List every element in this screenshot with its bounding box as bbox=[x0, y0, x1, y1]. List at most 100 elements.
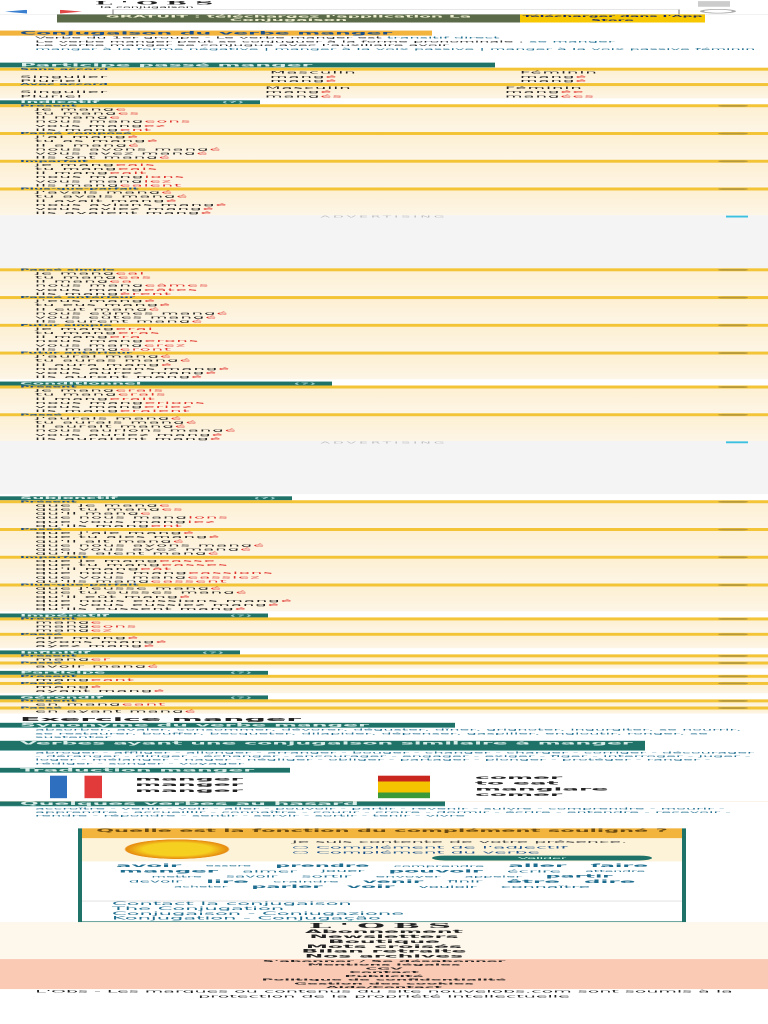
verb-link[interactable]: jouer bbox=[321, 869, 365, 873]
footer-link[interactable]: Newsletters bbox=[309, 934, 459, 940]
legal-link[interactable]: Gestion des cookies bbox=[294, 981, 474, 986]
verb-link[interactable]: aller bbox=[508, 863, 567, 869]
legal-link[interactable]: Contact bbox=[349, 970, 419, 974]
site-link[interactable]: Konjugation - Conjugação bbox=[112, 916, 381, 921]
verb-link[interactable]: vouloir bbox=[418, 885, 477, 889]
verb-link[interactable]: écrire bbox=[506, 869, 562, 874]
verb-link[interactable]: mettre bbox=[151, 874, 202, 879]
audio-icon[interactable] bbox=[718, 556, 748, 559]
audio-icon[interactable] bbox=[718, 104, 748, 107]
site-link[interactable]: Conjugaison - Coniugazione bbox=[112, 911, 405, 916]
menu-button[interactable] bbox=[698, 1, 730, 7]
help-icon[interactable]: (?) bbox=[253, 496, 276, 500]
verb-link[interactable]: savoir bbox=[226, 874, 278, 879]
verb-link[interactable]: attendre bbox=[585, 869, 646, 873]
search-icon[interactable] bbox=[700, 9, 736, 14]
banner-promo[interactable]: GRATUIT : téléchargez l'application La C… bbox=[57, 14, 520, 23]
intro-link[interactable]: se manger bbox=[529, 39, 615, 44]
audio-icon[interactable] bbox=[718, 188, 748, 190]
verb-link[interactable]: avoir bbox=[115, 863, 182, 869]
forward-arrow-icon[interactable] bbox=[60, 9, 82, 14]
footer-link[interactable]: Nos archives bbox=[304, 954, 464, 959]
help-icon[interactable]: (?) bbox=[221, 100, 244, 104]
exercise-title[interactable]: Exercice manger bbox=[20, 716, 302, 723]
site-logo[interactable]: L'OBS bbox=[95, 0, 222, 6]
audio-icon[interactable] bbox=[718, 324, 748, 327]
audio-icon[interactable] bbox=[718, 707, 748, 709]
legal-link[interactable]: Politique de confidentialité bbox=[261, 977, 507, 982]
synonyms-text[interactable]: absorber, avaler, consommer, dévorer, dé… bbox=[35, 727, 742, 739]
help-icon[interactable]: (?) bbox=[229, 695, 252, 699]
footer-logo[interactable]: L'OBS bbox=[308, 922, 460, 930]
legal-link[interactable]: S'abonner / Se désabonner bbox=[262, 959, 506, 963]
verb-link[interactable]: voir bbox=[346, 884, 395, 890]
intro-link[interactable]: manger à la forme négative | manger à la… bbox=[35, 47, 756, 51]
quiz-option-1[interactable]: ○ Complément de l'adjectif bbox=[292, 844, 568, 850]
audio-icon[interactable] bbox=[718, 699, 748, 702]
translation-word[interactable]: comer bbox=[475, 791, 563, 798]
back-arrow-icon[interactable] bbox=[5, 9, 27, 14]
help-icon[interactable]: (?) bbox=[229, 671, 252, 675]
audio-icon[interactable] bbox=[718, 160, 748, 163]
verb-link[interactable]: partir bbox=[545, 874, 613, 879]
quiz-option-2[interactable]: ○ Complément du verbe bbox=[292, 849, 540, 855]
audio-icon[interactable] bbox=[718, 633, 748, 636]
verb-link[interactable]: dire bbox=[584, 879, 636, 885]
verb-link[interactable]: craindre bbox=[272, 879, 339, 884]
verb-link[interactable]: manger bbox=[118, 868, 219, 874]
verb-link[interactable]: comprendre bbox=[393, 864, 485, 868]
verb-link[interactable]: essere bbox=[205, 864, 252, 868]
footer-link[interactable]: Abonnement bbox=[304, 929, 464, 935]
verb-link[interactable]: venir bbox=[362, 879, 424, 884]
app-banner[interactable]: GRATUIT : téléchargez l'application La C… bbox=[0, 14, 768, 23]
verb-link[interactable]: prendre bbox=[275, 863, 370, 869]
legal-link[interactable]: Publicité bbox=[344, 974, 424, 978]
audio-icon[interactable] bbox=[718, 268, 748, 271]
legal-link[interactable]: Mentions légales bbox=[307, 962, 461, 967]
validate-button[interactable]: Valider bbox=[432, 855, 652, 861]
audio-icon[interactable] bbox=[718, 132, 748, 135]
random-verbs-text[interactable]: accroître - venir - voir - aller - pouvo… bbox=[35, 806, 731, 818]
legal-link[interactable]: Aide/Contact bbox=[326, 985, 442, 989]
footer-link[interactable]: Boutique bbox=[328, 939, 440, 945]
verb-link[interactable]: envoyer bbox=[375, 874, 441, 879]
audio-icon[interactable] bbox=[718, 528, 748, 531]
site-link[interactable]: The Conjugation bbox=[112, 906, 285, 911]
translation-word[interactable]: mangiare bbox=[475, 786, 609, 792]
intro-link[interactable]: transitif direct bbox=[386, 35, 500, 40]
verb-link[interactable]: connaître bbox=[500, 884, 591, 889]
verb-link[interactable]: parler bbox=[251, 884, 323, 890]
help-icon[interactable]: (?) bbox=[229, 613, 252, 618]
site-link[interactable]: Contact la conjugaison bbox=[112, 901, 352, 907]
footer-link[interactable]: Bilan retraite bbox=[301, 949, 467, 954]
legal-link[interactable]: CGV bbox=[365, 966, 403, 971]
audio-icon[interactable] bbox=[718, 296, 748, 299]
verb-link[interactable]: lire bbox=[206, 879, 249, 885]
app-store-badge[interactable]: Télécharger dans l'App Store bbox=[520, 14, 705, 23]
help-icon[interactable]: (?) bbox=[201, 650, 224, 654]
similar-verbs-text[interactable]: abroger - affliger - allonger - arranger… bbox=[35, 750, 754, 765]
audio-icon[interactable] bbox=[718, 675, 748, 678]
audio-icon[interactable] bbox=[718, 682, 748, 685]
audio-icon[interactable] bbox=[718, 618, 748, 620]
translation-word[interactable]: to eat bbox=[475, 780, 559, 786]
audio-icon[interactable] bbox=[718, 500, 748, 503]
audio-icon[interactable] bbox=[718, 386, 748, 388]
footer-link[interactable]: Mots croisés bbox=[306, 944, 462, 949]
verb-link[interactable]: appeler bbox=[464, 874, 522, 879]
verb-link[interactable]: finir bbox=[447, 879, 483, 884]
translation-word[interactable]: comer bbox=[475, 774, 563, 781]
verb-link[interactable]: devoir bbox=[128, 879, 183, 884]
verb-link[interactable]: être bbox=[506, 879, 560, 885]
ad-close-icon[interactable] bbox=[726, 441, 748, 444]
verb-link[interactable]: faire bbox=[590, 863, 649, 869]
verb-link[interactable]: acheter bbox=[173, 885, 228, 889]
verb-link[interactable]: sortir bbox=[301, 874, 352, 879]
audio-icon[interactable] bbox=[718, 654, 748, 657]
verb-link[interactable]: pouvoir bbox=[388, 868, 483, 874]
help-icon[interactable]: (?) bbox=[293, 381, 316, 386]
audio-icon[interactable] bbox=[718, 584, 748, 586]
audio-icon[interactable] bbox=[718, 662, 748, 664]
audio-icon[interactable] bbox=[718, 413, 748, 416]
verb-link[interactable]: aimer bbox=[242, 869, 298, 874]
